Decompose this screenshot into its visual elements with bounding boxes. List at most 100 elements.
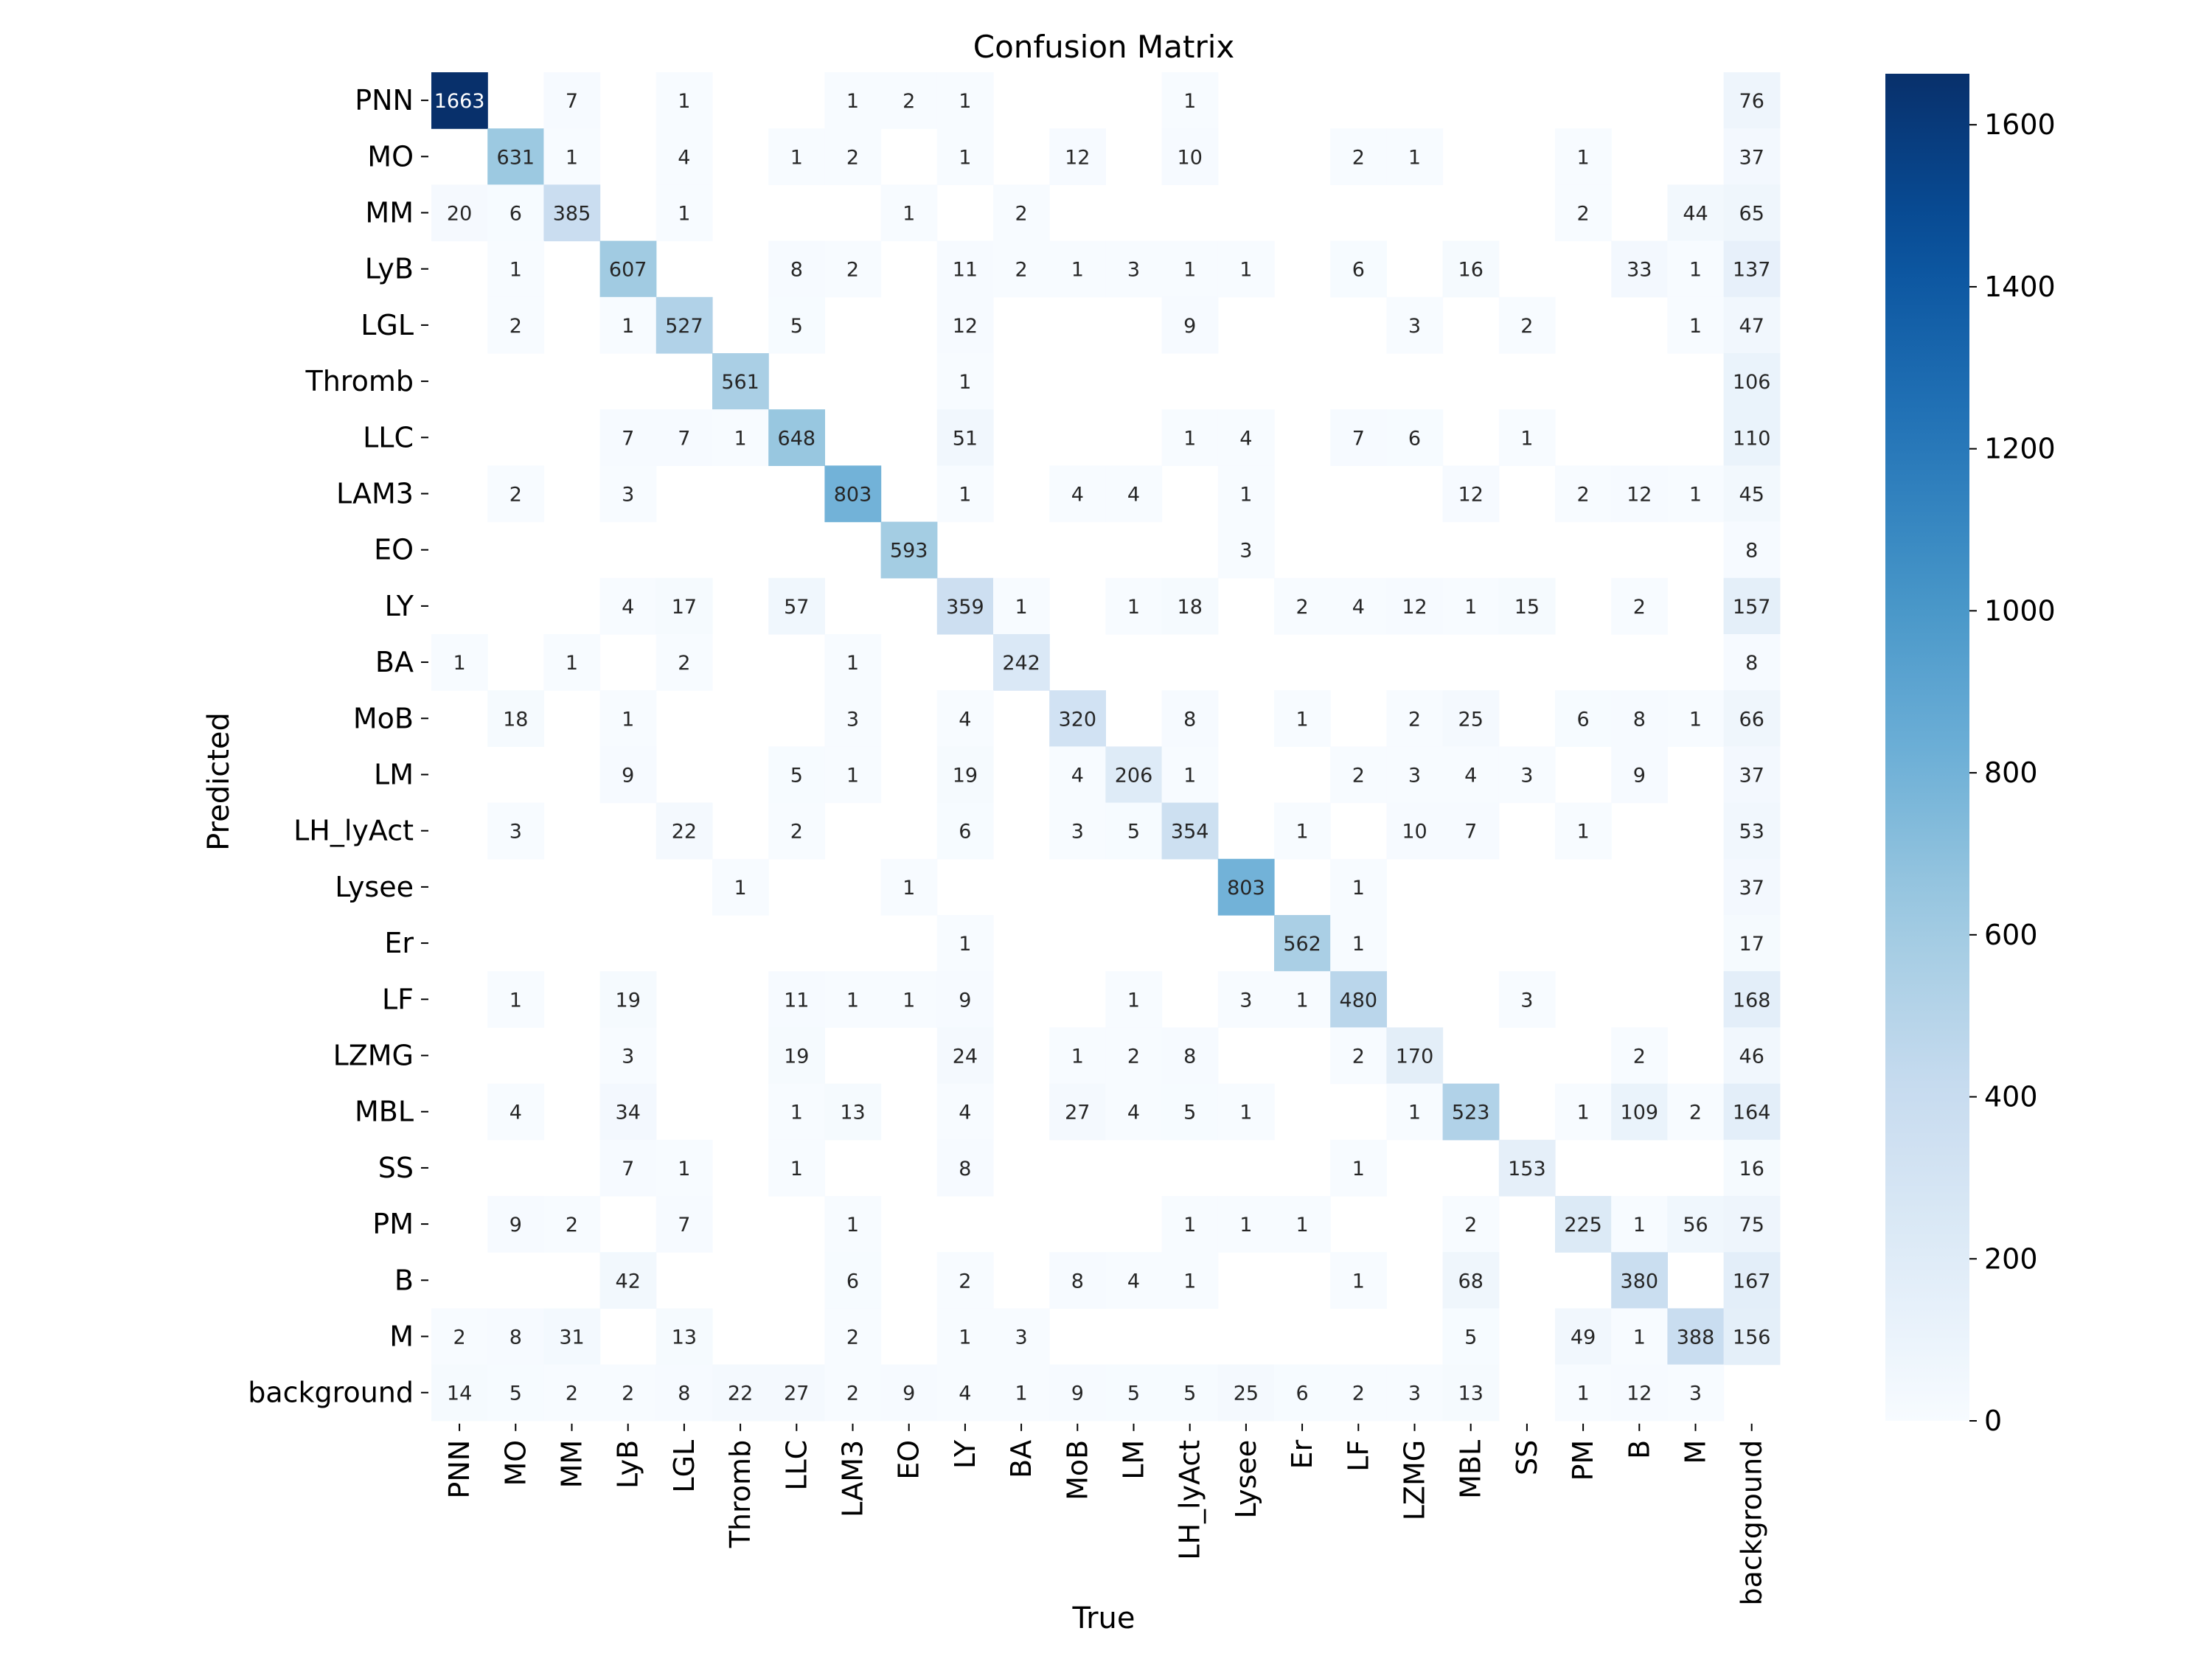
colorbar-ticks: 0 200 400 600 800 1000 1200 1400 1600: [1969, 108, 2056, 1437]
heatmap-cell-label: 106: [1733, 371, 1771, 394]
heatmap-cell-label: 66: [1739, 708, 1764, 731]
heatmap-cell-label: 2: [1352, 146, 1365, 169]
heatmap-cell: [1386, 409, 1444, 466]
heatmap-cell: [880, 971, 938, 1028]
heatmap-cell-label: 1: [1183, 1214, 1196, 1237]
heatmap-cell: [936, 971, 994, 1028]
heatmap-cell-label: 2: [1352, 1382, 1365, 1405]
heatmap-cell-label: 1: [1577, 1102, 1590, 1124]
heatmap-cell-label: 8: [678, 1382, 690, 1405]
y-tick-label: Er: [384, 927, 414, 959]
heatmap-cell-label: 4: [622, 596, 634, 619]
heatmap-cell-label: 1: [1183, 1270, 1196, 1293]
heatmap-cell-label: 1: [509, 989, 522, 1012]
heatmap-cell: [1611, 465, 1668, 523]
y-tick-label: LY: [385, 590, 414, 622]
x-tick-label: PNN: [443, 1440, 476, 1499]
heatmap-cell-label: 562: [1283, 933, 1321, 956]
heatmap-cell: [1555, 1196, 1612, 1253]
heatmap-cell-label: 2: [509, 484, 522, 507]
heatmap-cell: [1723, 915, 1781, 972]
heatmap-cell-label: 4: [1464, 765, 1477, 787]
heatmap-cell-label: 1: [1015, 596, 1028, 619]
heatmap-cell-label: 1: [1577, 1382, 1590, 1405]
heatmap-cell: [1161, 240, 1219, 298]
heatmap-cell-label: 4: [1127, 1270, 1140, 1293]
colorbar-tick-label: 600: [1984, 919, 2038, 951]
heatmap-cell-label: 206: [1115, 765, 1153, 787]
heatmap-cell-label: 1: [846, 90, 859, 113]
heatmap-cell-label: 803: [834, 484, 872, 507]
heatmap-cell: [1611, 577, 1668, 635]
heatmap-cell-label: 5: [1183, 1382, 1196, 1405]
heatmap-cell-label: 2: [1689, 1102, 1702, 1124]
heatmap-cell-label: 19: [616, 989, 641, 1012]
heatmap-cell: [1161, 1196, 1219, 1253]
heatmap-cell: [655, 634, 713, 691]
heatmap-cell: [431, 72, 488, 129]
heatmap-cell: [431, 184, 488, 242]
heatmap-cell-label: 9: [1633, 765, 1646, 787]
heatmap-cell: [1105, 1083, 1163, 1141]
x-tick-label: BA: [1005, 1440, 1037, 1478]
heatmap-cell: [1386, 1364, 1444, 1422]
heatmap-cell: [543, 72, 601, 129]
heatmap-cell-label: 3: [1689, 1382, 1702, 1405]
heatmap-cell: [1330, 1364, 1387, 1422]
heatmap-cell: [655, 1139, 713, 1197]
heatmap-cell: [1723, 1139, 1781, 1197]
heatmap-cell: [1386, 577, 1444, 635]
heatmap-cell: [1723, 802, 1781, 860]
heatmap-cell-label: 24: [953, 1046, 978, 1068]
heatmap-cell-label: 9: [902, 1382, 915, 1405]
heatmap-cell-label: 1: [902, 877, 915, 900]
heatmap-cell-label: 1: [1183, 259, 1196, 282]
heatmap-cell: [1667, 1364, 1725, 1422]
heatmap-cell-label: 5: [790, 765, 803, 787]
heatmap-cell: [1555, 1308, 1612, 1366]
heatmap-cell: [1330, 409, 1387, 466]
heatmap-cell: [1723, 746, 1781, 804]
heatmap-cell-label: 359: [946, 596, 984, 619]
heatmap-cell-label: 385: [553, 203, 591, 226]
heatmap-cell-label: 8: [1745, 540, 1758, 563]
heatmap-cell: [1330, 1252, 1387, 1309]
heatmap-cell: [936, 409, 994, 466]
heatmap-cell-label: 3: [1015, 1326, 1028, 1349]
y-tick-label: LLC: [363, 421, 414, 453]
heatmap-cell-label: 1: [509, 259, 522, 282]
heatmap-cell: [993, 634, 1050, 691]
heatmap-cell-label: 2: [678, 652, 690, 675]
heatmap-cell: [936, 465, 994, 523]
heatmap-cell: [1386, 128, 1444, 185]
heatmap-cell: [1442, 465, 1500, 523]
heatmap-cell: [1217, 521, 1275, 579]
heatmap-cell: [824, 1364, 882, 1422]
heatmap-cell: [1723, 690, 1781, 747]
heatmap-cell: [1723, 858, 1781, 916]
x-tick-label: Lysee: [1230, 1440, 1262, 1519]
heatmap-cell: [824, 465, 882, 523]
heatmap-cell: [1330, 858, 1387, 916]
heatmap-cell-label: 1: [1408, 146, 1421, 169]
heatmap-cell: [599, 577, 657, 635]
heatmap-cell: [1555, 1364, 1612, 1422]
heatmap-cell-label: 242: [1002, 652, 1040, 675]
heatmap-cell-label: 7: [678, 427, 690, 450]
heatmap-cell: [599, 240, 657, 298]
y-tick-label: LZMG: [333, 1040, 414, 1072]
heatmap-cell-label: 2: [1633, 596, 1646, 619]
heatmap-cell: [487, 184, 544, 242]
heatmap-cell-label: 6: [1408, 427, 1421, 450]
heatmap-cell: [1330, 746, 1387, 804]
heatmap-cell-label: 8: [1183, 1046, 1196, 1068]
y-tick-label: MO: [367, 140, 414, 173]
heatmap-cell-label: 11: [784, 989, 809, 1012]
heatmap-cell: [655, 409, 713, 466]
heatmap-cell-label: 1: [790, 1102, 803, 1124]
heatmap-cell: [1723, 353, 1781, 410]
heatmap-cell-label: 12: [1627, 1382, 1652, 1405]
heatmap-cell-label: 6: [1577, 708, 1590, 731]
heatmap-cell: [1611, 1252, 1668, 1309]
